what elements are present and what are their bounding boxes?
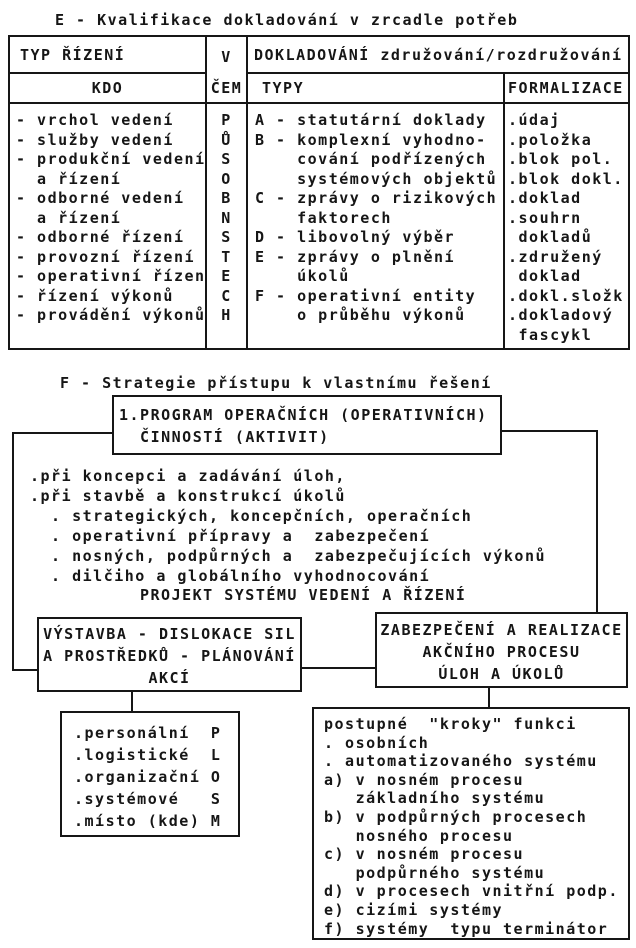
table-header-v-cem: V ČEM bbox=[207, 37, 248, 104]
vystavba-dislokace-box: VÝSTAVBA - DISLOKACE SIL A PROSTŘEDKŮ - … bbox=[37, 617, 302, 692]
connector-right-top-horizontal bbox=[500, 430, 598, 432]
table-header-typy: TYPY bbox=[248, 74, 505, 104]
table-header-formalizace: FORMALIZACE bbox=[505, 74, 628, 104]
table-body-typy: A - statutární doklady B - komplexní vyh… bbox=[248, 104, 505, 348]
table-body-formalizace: .údaj .položka .blok pol. .blok dokl. .d… bbox=[508, 111, 624, 344]
qualification-table: TYP ŘÍZENÍ V ČEM DOKLADOVÁNÍ združování/… bbox=[8, 35, 630, 350]
table-header-cem: ČEM bbox=[210, 79, 243, 97]
postupne-kroky-box: postupné "kroky" funkci . osobních . aut… bbox=[312, 707, 630, 940]
strategy-notes: .při koncepci a zadávání úloh, .při stav… bbox=[30, 467, 547, 585]
section-f-title: F - Strategie přístupu k vlastnímu řešen… bbox=[60, 374, 492, 392]
connector-left-vertical bbox=[12, 432, 14, 671]
zabezpeceni-realizace-box: ZABEZPEČENÍ A REALIZACE AKČNÍHO PROCESU … bbox=[375, 612, 628, 688]
table-header-dokladovani: DOKLADOVÁNÍ združování/rozdružování bbox=[248, 37, 628, 74]
connector-left-bottom-horizontal bbox=[12, 669, 39, 671]
connector-zabezpeceni-to-kroky bbox=[488, 686, 490, 709]
connector-vystavba-to-plosm bbox=[131, 690, 133, 713]
table-header-v: V bbox=[221, 48, 232, 66]
section-e-title: E - Kvalifikace dokladování v zrcadle po… bbox=[55, 11, 519, 29]
projekt-systemu-line: PROJEKT SYSTÉMU VEDENÍ A ŘÍZENÍ bbox=[140, 586, 467, 604]
connector-between-mid-boxes bbox=[302, 667, 377, 669]
table-body-kdo: - vrchol vedení - služby vedení - produk… bbox=[10, 104, 207, 348]
connector-left-top-horizontal bbox=[12, 432, 115, 434]
table-header-typ-rizeni: TYP ŘÍZENÍ bbox=[10, 37, 207, 74]
plosm-attributes-box: .personální P .logistické L .organizační… bbox=[60, 711, 240, 837]
connector-right-vertical bbox=[596, 430, 598, 614]
table-header-kdo: KDO bbox=[10, 74, 207, 104]
table-body-cem-letters: P Ů S O B N S T E C H bbox=[207, 104, 248, 348]
program-operacnich-cinnosti-box: 1.PROGRAM OPERAČNÍCH (OPERATIVNÍCH) ČINN… bbox=[112, 395, 502, 455]
